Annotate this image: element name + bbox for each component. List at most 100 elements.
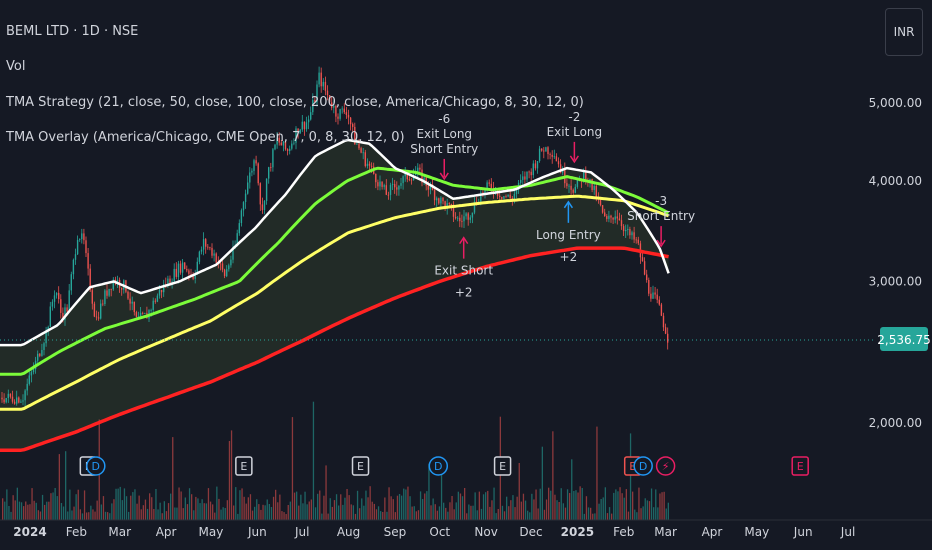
candle-body	[543, 150, 545, 152]
volume-bar	[153, 509, 155, 520]
volume-bar	[455, 502, 457, 520]
volume-bar	[436, 510, 438, 520]
volume-bar	[67, 511, 69, 520]
volume-bar	[548, 487, 550, 520]
candle-body	[232, 247, 234, 260]
candle-body	[480, 192, 482, 203]
candle-body	[331, 102, 333, 108]
volume-bar	[222, 507, 224, 520]
candle-body	[559, 164, 562, 173]
volume-bar	[317, 493, 319, 520]
volume-bar	[478, 491, 480, 520]
ema200-line	[0, 246, 669, 452]
volume-bar	[338, 505, 340, 520]
candle-body	[150, 310, 152, 311]
price-tick-label: 3,000.00	[869, 274, 922, 288]
candle-body	[486, 182, 488, 188]
candle-body	[394, 184, 396, 188]
candle-body	[417, 167, 419, 173]
legend-strategy[interactable]: TMA Strategy (21, close, 50, close, 100,…	[6, 95, 584, 110]
candle-body	[614, 216, 616, 220]
volume-bar	[527, 510, 529, 520]
candle-body	[631, 232, 633, 236]
volume-bar	[335, 494, 338, 520]
candle-body	[427, 185, 429, 190]
volume-bar	[608, 507, 611, 520]
currency-button[interactable]: INR	[885, 8, 923, 56]
candle-body	[463, 216, 465, 222]
candle-body	[211, 247, 213, 256]
volume-bar	[218, 498, 220, 520]
event-badge-⚡: ⚡	[655, 456, 676, 476]
event-badge-box	[791, 456, 809, 476]
candle-body	[18, 397, 20, 403]
candle-body	[499, 195, 501, 197]
candle-body	[534, 163, 537, 169]
volume-bar	[130, 495, 132, 520]
candle-body	[186, 269, 188, 271]
candle-body	[13, 401, 16, 404]
volume-bar	[359, 508, 361, 520]
volume-bar	[167, 503, 170, 520]
candle-body	[276, 137, 278, 145]
candle-body	[595, 186, 597, 199]
volume-bar	[268, 504, 270, 520]
candle-body	[20, 401, 22, 403]
volume-bar	[161, 513, 163, 520]
candle-body	[377, 182, 379, 187]
volume-bar	[367, 497, 369, 520]
volume-bar	[4, 501, 6, 520]
candle-body	[58, 292, 60, 300]
volume-bar	[262, 504, 264, 520]
candle-body	[633, 232, 635, 240]
signal-label: Exit Long	[416, 127, 472, 141]
volume-bar	[298, 505, 300, 520]
candle-body	[70, 274, 72, 291]
candle-body	[553, 156, 555, 158]
candle-body	[95, 316, 98, 318]
volume-bar	[440, 461, 443, 520]
volume-bar	[575, 490, 577, 520]
candle-body	[541, 148, 543, 151]
candle-body	[297, 128, 299, 134]
volume-bar	[457, 491, 459, 520]
candle-body	[242, 202, 245, 211]
legend-overlay[interactable]: TMA Overlay (America/Chicago, CME Open, …	[6, 130, 405, 145]
candle-body	[391, 184, 394, 185]
volume-bar	[321, 513, 323, 520]
candle-body	[303, 121, 306, 130]
volume-bar	[235, 487, 237, 520]
volume-bar	[100, 504, 102, 520]
candle-body	[379, 181, 381, 187]
event-badge-label: E	[499, 460, 506, 473]
volume-bar	[604, 487, 606, 520]
candle-body	[450, 204, 453, 207]
candle-body	[160, 290, 163, 293]
candle-body	[664, 327, 667, 334]
volume-bar	[237, 513, 239, 520]
candle-body	[106, 290, 108, 296]
candle-body	[324, 81, 327, 91]
legend-symbol[interactable]: BEML LTD · 1D · NSE	[6, 24, 139, 39]
candle-body	[37, 353, 39, 361]
candle-body	[667, 333, 669, 343]
volume-bar	[86, 512, 88, 520]
candle-body	[110, 288, 112, 290]
volume-bar	[54, 488, 56, 520]
volume-bar	[287, 505, 289, 520]
candle-body	[408, 179, 411, 181]
candle-body	[568, 185, 570, 187]
legend-volume[interactable]: Vol	[6, 59, 26, 74]
volume-bar	[464, 488, 466, 520]
volume-bar	[552, 431, 554, 520]
volume-bar	[629, 433, 632, 520]
volume-bar	[33, 500, 35, 520]
time-tick-label: May	[199, 525, 224, 539]
signal-label: -3	[655, 194, 667, 208]
volume-bar	[272, 496, 275, 520]
volume-bar	[44, 504, 46, 520]
candle-body	[438, 198, 440, 204]
candle-body	[547, 147, 549, 155]
candle-body	[452, 206, 455, 217]
